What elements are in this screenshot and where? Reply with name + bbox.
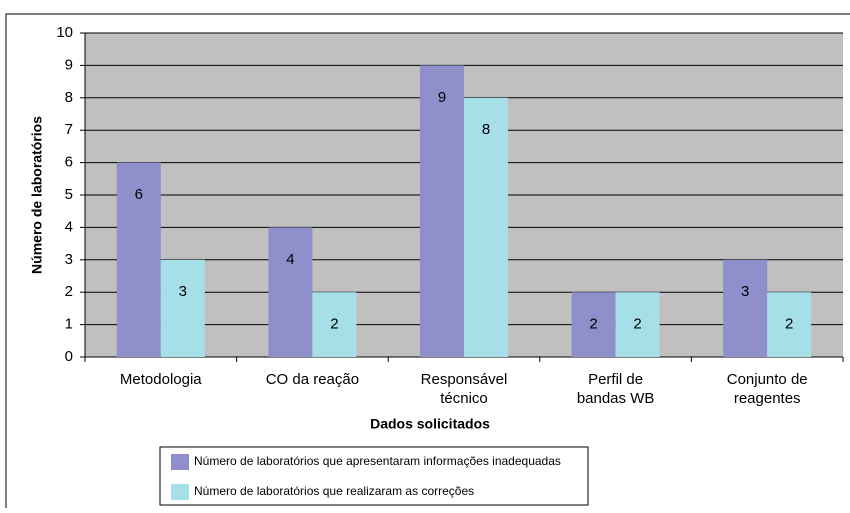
- data-label: 2: [785, 316, 793, 333]
- data-label: 2: [633, 316, 641, 333]
- x-tick-label: bandas WB: [577, 390, 655, 407]
- data-label: 9: [438, 89, 446, 106]
- legend-box: [159, 446, 589, 506]
- x-tick-label: reagentes: [734, 390, 801, 407]
- y-tick-label: 1: [65, 316, 73, 333]
- bar: [723, 259, 768, 357]
- x-axis-title: Dados solicitados: [370, 416, 490, 432]
- x-tick-label: Metodologia: [120, 371, 202, 388]
- y-tick-label: 9: [65, 56, 73, 73]
- bar: [160, 259, 205, 357]
- data-label: 6: [135, 186, 143, 203]
- legend-swatch: [171, 454, 189, 470]
- y-tick-label: 2: [65, 283, 73, 300]
- x-tick-label: técnico: [440, 390, 488, 407]
- bar: [464, 97, 508, 358]
- y-tick-label: 3: [65, 251, 73, 268]
- y-axis-title: Número de laboratórios: [29, 116, 45, 274]
- data-label: 8: [482, 121, 490, 138]
- y-tick-label: 5: [65, 186, 73, 203]
- bar: [116, 162, 161, 357]
- x-tick-label: Conjunto de: [727, 371, 808, 388]
- bar: [615, 292, 660, 357]
- y-tick-label: 4: [65, 218, 73, 235]
- data-label: 3: [179, 283, 187, 300]
- y-tick-label: 0: [65, 348, 73, 365]
- data-label: 2: [330, 316, 338, 333]
- bar: [571, 292, 616, 357]
- y-tick-label: 6: [65, 154, 73, 171]
- legend-swatch: [171, 484, 189, 500]
- x-tick-label: Responsável: [421, 371, 508, 388]
- bar: [767, 292, 812, 357]
- x-tick-label: Perfil de: [588, 371, 643, 388]
- data-label: 2: [589, 316, 597, 333]
- bar: [268, 227, 313, 357]
- y-tick-label: 10: [56, 24, 73, 41]
- bar: [312, 292, 357, 357]
- legend-label: Número de laboratórios que apresentaram …: [194, 454, 561, 468]
- bar: [420, 65, 464, 358]
- data-label: 4: [286, 251, 294, 268]
- x-tick-label: CO da reação: [266, 371, 359, 388]
- y-tick-label: 8: [65, 89, 73, 106]
- legend-label: Número de laboratórios que realizaram as…: [194, 484, 474, 498]
- y-tick-label: 7: [65, 121, 73, 138]
- data-label: 3: [741, 283, 749, 300]
